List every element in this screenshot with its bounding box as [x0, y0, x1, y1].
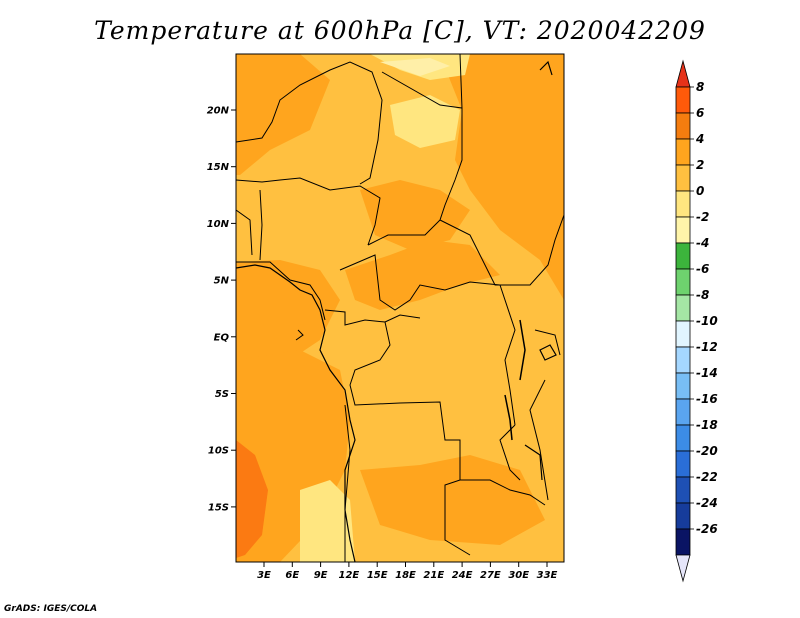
field-2-4-east — [440, 54, 564, 300]
lon-tick-label: 30E — [508, 570, 529, 581]
colorbar-segment — [675, 138, 691, 166]
colorbar-segment — [675, 112, 691, 140]
lon-tick-label: 18E — [395, 570, 416, 581]
lat-tick-label: 10N — [207, 219, 230, 230]
field-2-4-south — [360, 455, 545, 545]
colorbar-segment — [675, 216, 691, 244]
lat-tick-label: 10S — [208, 446, 229, 457]
colorbar-segment — [675, 502, 691, 530]
colorbar-label: -12 — [696, 340, 718, 354]
field-2-4-northwest — [236, 54, 330, 175]
colorbar-segment — [675, 398, 691, 426]
map-frame — [235, 53, 565, 563]
coastlines — [236, 60, 557, 562]
lon-tick-label: 27E — [480, 570, 501, 581]
field-m2-0-libya — [390, 95, 460, 148]
lon-tick-label: 33E — [537, 570, 558, 581]
field-2-4-gulf — [236, 260, 340, 380]
grads-credit: GrADS: IGES/COLA — [4, 604, 98, 614]
colorbar-segment — [675, 528, 691, 556]
colorbar-label: 4 — [695, 132, 704, 146]
colorbar-segment — [675, 424, 691, 452]
field-m2-0-southwest — [300, 480, 355, 562]
lon-tick-label: 9E — [314, 570, 328, 581]
colorbar-segment — [675, 372, 691, 400]
chart-title: Temperature at 600hPa [C], VT: 202004220… — [94, 16, 706, 45]
lon-tick-label: 24E — [452, 570, 473, 581]
longitude-axis: 3E 6E 9E 12E 15E 18E 21E 24E 27E 30E 33E — [257, 562, 558, 581]
colorbar-label: 0 — [696, 184, 704, 198]
colorbar-label: -2 — [696, 210, 709, 224]
colorbar: 8 6 4 2 0 -2 -4 -6 -8 -10 -12 -14 -16 -18 -20 -22 -24 -26 — [675, 59, 718, 583]
lat-tick-label: 15N — [207, 162, 230, 173]
lat-tick-label: 20N — [207, 106, 230, 117]
lon-tick-label: 6E — [285, 570, 299, 581]
colorbar-segment — [675, 164, 691, 192]
colorbar-bottom-arrow — [675, 554, 691, 583]
lat-tick-label: 5S — [215, 389, 229, 400]
colorbar-label: 8 — [696, 80, 704, 94]
lon-tick-label: 3E — [257, 570, 271, 581]
lon-tick-label: 21E — [423, 570, 444, 581]
colorbar-segment — [675, 320, 691, 348]
colorbar-label: 6 — [696, 106, 704, 120]
colorbar-segment — [675, 242, 691, 270]
colorbar-segment — [675, 476, 691, 504]
colorbar-segment — [675, 294, 691, 322]
field-2-4-chad — [360, 180, 470, 250]
colorbar-segment — [675, 450, 691, 478]
colorbar-label: -8 — [696, 288, 709, 302]
colorbar-label: -14 — [696, 366, 718, 380]
colorbar-label: -4 — [696, 236, 709, 250]
field-m4-m2-north — [380, 58, 450, 76]
colorbar-label: -18 — [696, 418, 718, 432]
latitude-axis: 20N 15N 10N 5N EQ 5S 10S 15S — [207, 106, 236, 513]
colorbar-label: -26 — [696, 522, 718, 536]
field-4-6-west — [236, 440, 268, 558]
lat-tick-label: 15S — [208, 502, 229, 513]
lon-tick-label: 15E — [367, 570, 388, 581]
lat-tick-label: EQ — [214, 332, 230, 343]
colorbar-label: -24 — [696, 496, 718, 510]
lat-tick-label: 5N — [214, 276, 230, 287]
colorbar-segment — [675, 346, 691, 374]
field-2-4-central — [345, 240, 500, 310]
colorbar-top-arrow — [675, 59, 691, 88]
colorbar-segment — [675, 268, 691, 296]
temperature-field — [236, 54, 564, 562]
colorbar-segment — [675, 190, 691, 218]
colorbar-label: -10 — [696, 314, 718, 328]
colorbar-label: -20 — [696, 444, 718, 458]
colorbar-label: -16 — [696, 392, 718, 406]
colorbar-label: 2 — [696, 158, 704, 172]
colorbar-label: -6 — [696, 262, 709, 276]
lon-tick-label: 12E — [339, 570, 360, 581]
colorbar-label: -22 — [696, 470, 718, 484]
country-borders — [236, 54, 564, 562]
colorbar-segment — [675, 86, 691, 114]
